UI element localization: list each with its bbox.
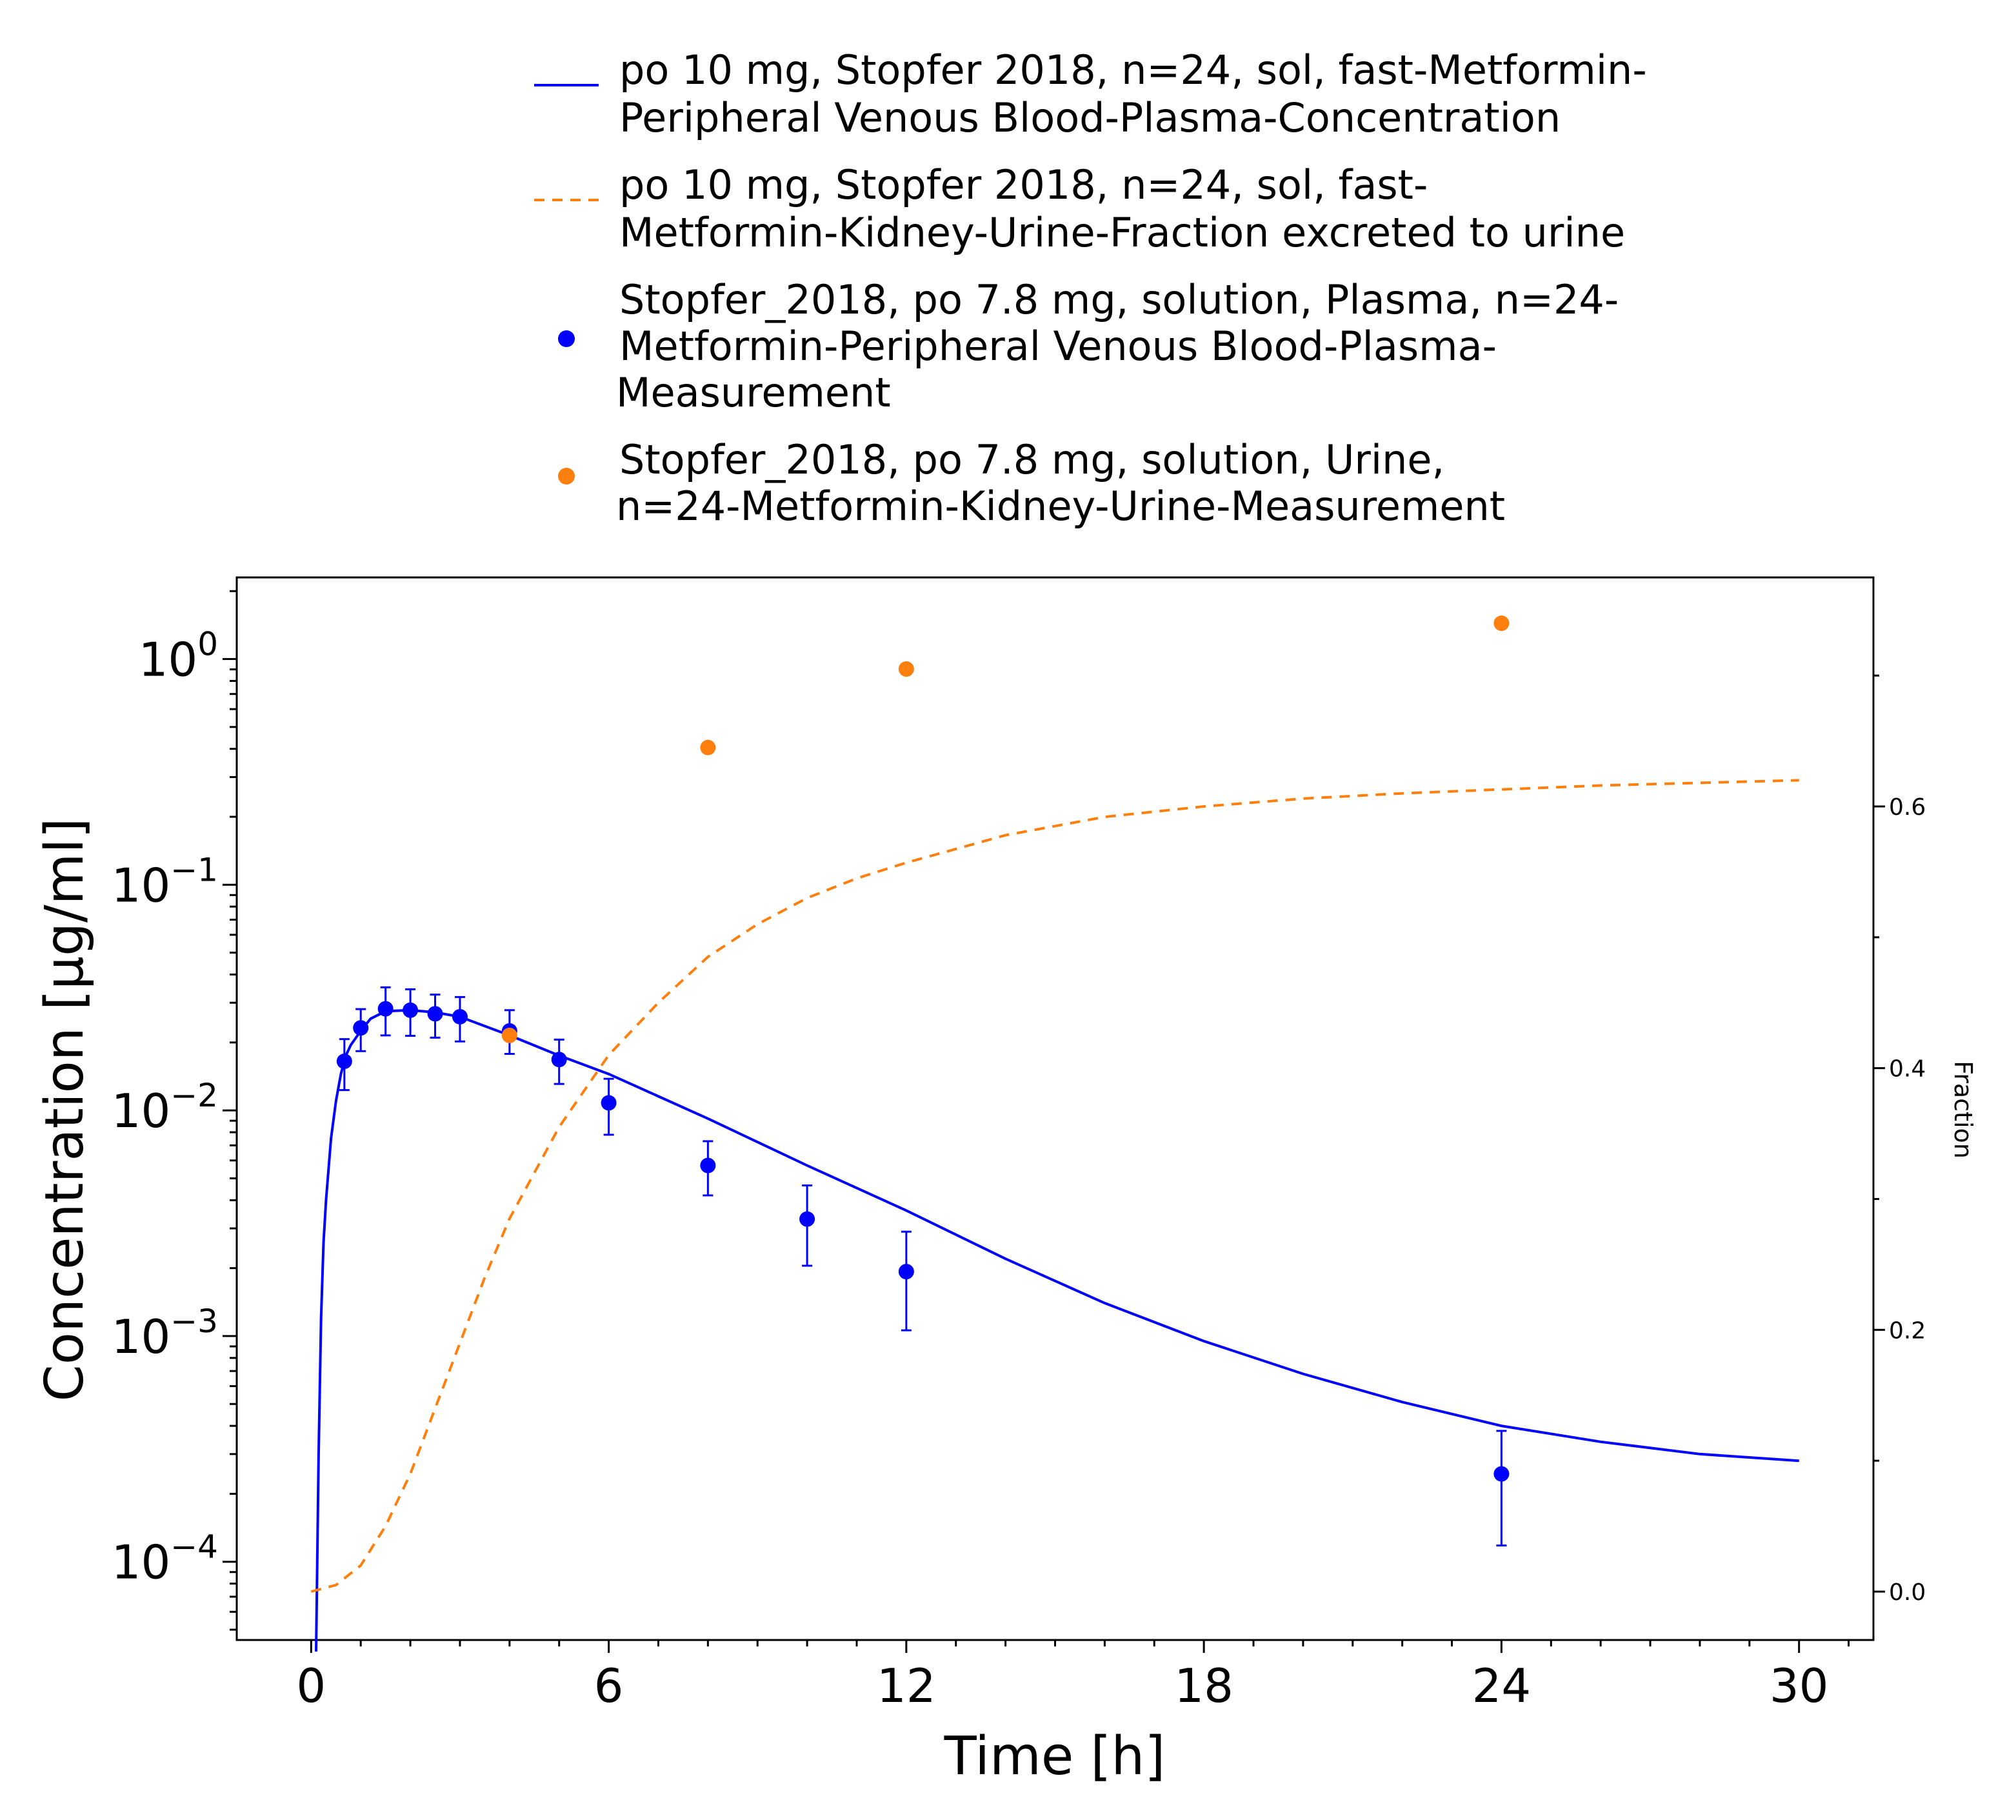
legend-label-line-1: po 10 mg, Stopfer 2018, n=24, sol, fast-… [619, 46, 1647, 94]
data-point [898, 661, 914, 677]
y-tick-exponent: −1 [170, 851, 218, 888]
x-tick-label: 30 [1770, 1659, 1829, 1713]
axis-tick-labels: 0 6 12 18 24 3010010−110−210−310−40.00.20.40.… [112, 626, 1926, 1713]
data-point [403, 1002, 419, 1018]
series-2 [336, 986, 1510, 1547]
y2-tick-label: 0.0 [1889, 1579, 1926, 1606]
data-point [700, 739, 716, 755]
legend-label-line-2: Metformin-Kidney-Urine-Fraction excreted… [619, 209, 1625, 256]
legend-label-line-3: Measurement [616, 369, 891, 416]
x-tick-label: 18 [1174, 1659, 1233, 1713]
y2-axis-title: Fraction [1949, 1061, 1977, 1159]
data-point [336, 1054, 352, 1070]
y-tick-label: 10−1 [112, 851, 218, 912]
y2-tick-label: 0.4 [1889, 1056, 1926, 1083]
data-point [1493, 1466, 1510, 1482]
data-point [700, 1157, 716, 1174]
y-tick-base: 10 [112, 1310, 171, 1364]
legend: po 10 mg, Stopfer 2018, n=24, sol, fast-… [534, 46, 1647, 530]
y-tick-exponent: −3 [170, 1303, 218, 1340]
y-tick-base: 10 [112, 1535, 171, 1590]
legend-entry-urine-simulation: po 10 mg, Stopfer 2018, n=24, sol, fast-… [534, 161, 1625, 256]
data-point [452, 1008, 468, 1025]
x-axis-title: Time [h] [944, 1726, 1166, 1787]
y-tick-exponent: 0 [197, 626, 218, 663]
series-1 [310, 779, 1799, 1593]
x-tick-label: 0 [296, 1659, 326, 1713]
legend-entry-plasma-measurement: Stopfer_2018, po 7.8 mg, solution, Plasm… [558, 276, 1619, 416]
legend-entry-plasma-simulation: po 10 mg, Stopfer 2018, n=24, sol, fast-… [534, 46, 1647, 141]
legend-label-line-1: po 10 mg, Stopfer 2018, n=24, sol, fast- [619, 161, 1428, 208]
x-tick-label: 6 [594, 1659, 624, 1713]
y-axis-title: Concentration [µg/ml] [34, 818, 95, 1402]
data-point [377, 1001, 394, 1017]
data-point [353, 1020, 369, 1036]
legend-entry-urine-measurement: Stopfer_2018, po 7.8 mg, solution, Urine… [558, 436, 1505, 530]
y-tick-base: 10 [112, 858, 171, 912]
y-tick-base: 10 [139, 633, 198, 687]
series-3 [501, 615, 1510, 1043]
y2-tick-label: 0.2 [1889, 1317, 1926, 1344]
data-point [799, 1211, 815, 1227]
y-tick-exponent: −4 [170, 1528, 218, 1566]
axis-ticks [223, 590, 1885, 1653]
data-point [1493, 615, 1510, 631]
data-point [601, 1095, 617, 1111]
y-tick-label: 10−2 [112, 1077, 218, 1138]
y2-tick-label: 0.6 [1889, 794, 1926, 821]
x-tick-label: 12 [877, 1659, 936, 1713]
legend-marker-swatch [558, 468, 575, 485]
data-point [427, 1006, 443, 1022]
legend-label-line-2: Metformin-Peripheral Venous Blood-Plasma… [619, 323, 1497, 370]
series-dashed-line [310, 779, 1799, 1593]
legend-label-line-1: Stopfer_2018, po 7.8 mg, solution, Plasm… [619, 276, 1619, 323]
legend-label-line-2: n=24-Metformin-Kidney-Urine-Measurement [616, 483, 1505, 530]
data-point [501, 1027, 517, 1043]
y-tick-exponent: −2 [170, 1077, 218, 1114]
y-tick-label: 100 [139, 626, 218, 687]
legend-label-line-1: Stopfer_2018, po 7.8 mg, solution, Urine… [619, 436, 1444, 483]
series-layer [310, 615, 1799, 1652]
data-point [898, 1264, 914, 1280]
y-tick-base: 10 [112, 1084, 171, 1138]
y-tick-label: 10−4 [112, 1528, 218, 1590]
legend-label-line-2: Peripheral Venous Blood-Plasma-Concentra… [619, 94, 1561, 141]
x-tick-label: 24 [1472, 1659, 1532, 1713]
legend-marker-swatch [558, 330, 575, 347]
data-point [551, 1052, 567, 1068]
y-tick-label: 10−3 [112, 1303, 218, 1364]
